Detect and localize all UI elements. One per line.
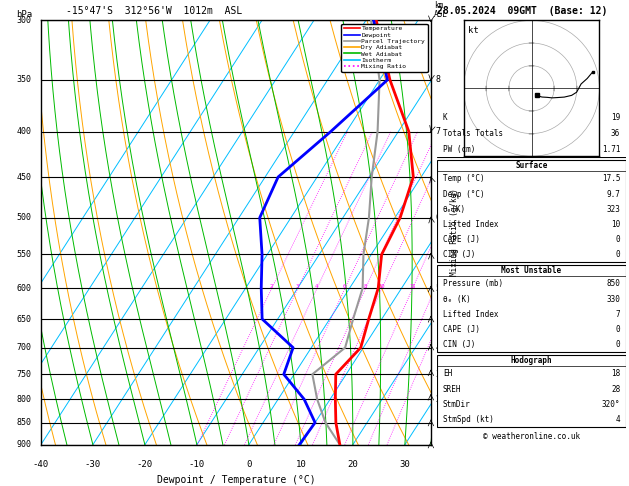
Text: 28: 28 — [611, 384, 620, 394]
Text: 18: 18 — [611, 369, 620, 378]
Text: 25: 25 — [449, 284, 456, 289]
Text: K: K — [443, 113, 447, 122]
Text: 0: 0 — [616, 325, 620, 334]
Text: Totals Totals: Totals Totals — [443, 129, 503, 138]
Text: 20: 20 — [347, 460, 359, 469]
Text: hPa: hPa — [16, 10, 32, 19]
Text: 20: 20 — [431, 284, 438, 289]
Text: 800: 800 — [16, 395, 31, 404]
Text: 10: 10 — [296, 460, 306, 469]
Text: 36: 36 — [611, 129, 620, 138]
Text: 750: 750 — [16, 370, 31, 379]
Text: StmSpd (kt): StmSpd (kt) — [443, 415, 494, 424]
Text: 900: 900 — [16, 440, 31, 449]
Text: 850: 850 — [606, 279, 620, 288]
Text: EH: EH — [443, 369, 452, 378]
Text: 700: 700 — [16, 343, 31, 352]
Text: 350: 350 — [16, 75, 31, 85]
Text: 323: 323 — [606, 205, 620, 214]
Text: 600: 600 — [16, 284, 31, 293]
Text: θₑ(K): θₑ(K) — [443, 205, 466, 214]
Text: 4: 4 — [435, 343, 440, 352]
Text: Mixing Ratio (g/kg): Mixing Ratio (g/kg) — [450, 189, 459, 277]
Text: 7: 7 — [616, 310, 620, 319]
Text: Surface: Surface — [515, 161, 548, 170]
Text: 6: 6 — [435, 213, 440, 222]
Text: 8: 8 — [435, 75, 440, 85]
Text: 15: 15 — [409, 284, 416, 289]
Text: -30: -30 — [85, 460, 101, 469]
Legend: Temperature, Dewpoint, Parcel Trajectory, Dry Adiabat, Wet Adiabat, Isotherm, Mi: Temperature, Dewpoint, Parcel Trajectory… — [342, 23, 428, 72]
Text: 550: 550 — [16, 250, 31, 259]
Text: Most Unstable: Most Unstable — [501, 266, 562, 275]
Text: 2 CL: 2 CL — [435, 395, 455, 404]
Text: 2: 2 — [270, 284, 273, 289]
Text: 0: 0 — [616, 340, 620, 349]
Text: 30: 30 — [399, 460, 410, 469]
Text: θₑ (K): θₑ (K) — [443, 295, 470, 304]
Text: CIN (J): CIN (J) — [443, 250, 475, 260]
Text: 4: 4 — [616, 415, 620, 424]
Text: -10: -10 — [189, 460, 205, 469]
Text: 450: 450 — [16, 173, 31, 181]
Text: kt: kt — [468, 26, 479, 35]
Text: 4: 4 — [315, 284, 318, 289]
Text: 17.5: 17.5 — [602, 174, 620, 183]
Text: 8: 8 — [364, 284, 367, 289]
Text: 6: 6 — [343, 284, 347, 289]
Text: 650: 650 — [16, 314, 31, 324]
Text: Temp (°C): Temp (°C) — [443, 174, 484, 183]
Text: 7: 7 — [435, 127, 440, 136]
Text: Dewp (°C): Dewp (°C) — [443, 190, 484, 198]
Text: 850: 850 — [16, 418, 31, 427]
Text: km
ASL: km ASL — [434, 1, 448, 19]
Text: -20: -20 — [137, 460, 153, 469]
Text: -40: -40 — [33, 460, 49, 469]
Text: 0: 0 — [616, 235, 620, 244]
Text: 400: 400 — [16, 127, 31, 136]
Text: 320°: 320° — [602, 400, 620, 409]
Text: 500: 500 — [16, 213, 31, 222]
Text: 3: 3 — [435, 370, 440, 379]
Text: 10: 10 — [611, 220, 620, 229]
Text: Dewpoint / Temperature (°C): Dewpoint / Temperature (°C) — [157, 475, 315, 485]
Text: Pressure (mb): Pressure (mb) — [443, 279, 503, 288]
Bar — [437, 160, 626, 262]
Text: Lifted Index: Lifted Index — [443, 310, 498, 319]
Text: Lifted Index: Lifted Index — [443, 220, 498, 229]
Text: SREH: SREH — [443, 384, 461, 394]
Bar — [437, 355, 626, 428]
Text: 330: 330 — [606, 295, 620, 304]
Text: CIN (J): CIN (J) — [443, 340, 475, 349]
Text: 28.05.2024  09GMT  (Base: 12): 28.05.2024 09GMT (Base: 12) — [437, 5, 608, 16]
Text: StmDir: StmDir — [443, 400, 470, 409]
Bar — [437, 265, 626, 352]
Bar — [437, 110, 626, 157]
Text: 19: 19 — [611, 113, 620, 122]
Text: 9.7: 9.7 — [606, 190, 620, 198]
Text: CAPE (J): CAPE (J) — [443, 325, 480, 334]
Text: CAPE (J): CAPE (J) — [443, 235, 480, 244]
Text: 0: 0 — [246, 460, 252, 469]
Text: 1.71: 1.71 — [602, 145, 620, 154]
Text: 10: 10 — [379, 284, 385, 289]
Text: -15°47'S  312°56'W  1012m  ASL: -15°47'S 312°56'W 1012m ASL — [66, 5, 242, 16]
Text: 3: 3 — [296, 284, 299, 289]
Text: Hodograph: Hodograph — [511, 356, 552, 365]
Text: © weatheronline.co.uk: © weatheronline.co.uk — [483, 432, 580, 441]
Text: 300: 300 — [16, 16, 31, 25]
Text: PW (cm): PW (cm) — [443, 145, 475, 154]
Text: 0: 0 — [616, 250, 620, 260]
Text: 5: 5 — [435, 284, 440, 293]
